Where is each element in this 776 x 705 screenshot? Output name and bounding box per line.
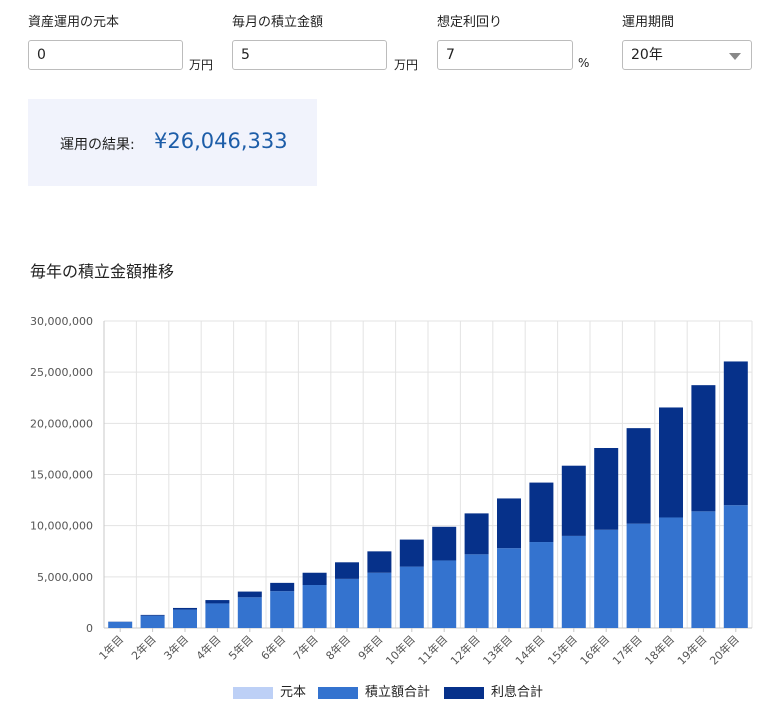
- bar-interest: [367, 551, 392, 573]
- y-tick-label: 30,000,000: [30, 315, 93, 328]
- x-tick-label: 15年目: [545, 632, 580, 667]
- period-label: 運用期間: [622, 15, 675, 30]
- y-tick-label: 15,000,000: [30, 469, 93, 482]
- bar-contributions: [173, 609, 197, 628]
- bar-interest: [140, 614, 165, 616]
- x-tick-label: 4年目: [193, 632, 223, 662]
- bar-interest: [302, 572, 327, 586]
- bar-interest: [659, 407, 683, 518]
- legend-swatch-principal: [233, 687, 273, 699]
- legend-label-principal: 元本: [280, 685, 307, 700]
- bar-interest: [626, 428, 651, 524]
- x-tick-label: 14年目: [512, 632, 547, 667]
- x-tick-label: 20年目: [707, 632, 742, 667]
- bar-interest: [561, 465, 586, 536]
- bar-interest: [205, 600, 230, 604]
- x-tick-label: 7年目: [290, 632, 320, 662]
- bar-interest: [237, 591, 262, 598]
- result-value: ¥26,046,333: [154, 129, 288, 153]
- bar-interest: [399, 539, 424, 567]
- bar-contributions: [659, 517, 683, 628]
- bar-interest: [529, 482, 554, 543]
- chart-title: 毎年の積立金額推移: [30, 262, 175, 281]
- result-panel: 運用の結果: ¥26,046,333: [28, 99, 317, 186]
- x-tick-label: 5年目: [226, 632, 256, 662]
- principal-input[interactable]: [28, 40, 183, 70]
- bar-contributions: [270, 591, 295, 628]
- bar-interest: [723, 361, 748, 506]
- principal-unit: 万円: [189, 58, 214, 72]
- rate-unit: %: [578, 56, 590, 70]
- y-tick-label: 5,000,000: [37, 571, 93, 584]
- bar-contributions: [691, 511, 716, 628]
- bar-contributions: [205, 603, 230, 628]
- bar-contributions: [335, 578, 359, 628]
- bar-contributions: [302, 585, 327, 628]
- x-tick-label: 10年目: [383, 632, 418, 667]
- bar-contributions: [497, 548, 521, 628]
- legend-label-interest: 利息合計: [491, 685, 544, 700]
- monthly-label: 毎月の積立金額: [232, 15, 324, 30]
- bar-interest: [594, 447, 619, 530]
- bar-interest: [173, 607, 197, 610]
- stacked-bar-chart: 0 5,000,000 10,000,000 15,000,000 20,000,000…: [30, 315, 753, 668]
- x-tick-label: 1年目: [96, 632, 126, 662]
- chart-legend: 元本 積立額合計 利息合計: [0, 684, 776, 702]
- bar-contributions: [367, 572, 392, 628]
- period-field: 運用期間 20年: [622, 14, 762, 70]
- bar-contributions: [140, 615, 165, 628]
- x-tick-label: 19年目: [674, 632, 709, 667]
- bar-interest: [464, 513, 489, 555]
- x-tick-label: 8年目: [323, 632, 353, 662]
- period-value: 20年: [631, 47, 663, 63]
- y-tick-label: 10,000,000: [30, 520, 93, 533]
- bar-contributions: [464, 554, 489, 628]
- legend-swatch-contributions: [318, 687, 358, 699]
- legend-label-contributions: 積立額合計: [365, 685, 431, 700]
- principal-label: 資産運用の元本: [28, 15, 120, 30]
- x-tick-label: 18年目: [642, 632, 677, 667]
- bar-interest: [691, 385, 716, 512]
- bar-contributions: [399, 566, 424, 628]
- bar-contributions: [108, 621, 133, 628]
- result-label: 運用の結果:: [60, 137, 135, 153]
- bar-interest: [497, 498, 521, 549]
- rate-label: 想定利回り: [437, 15, 503, 30]
- x-tick-label: 6年目: [258, 632, 288, 662]
- monthly-field: 毎月の積立金額 万円: [232, 14, 422, 72]
- y-tick-label: 20,000,000: [30, 417, 93, 430]
- bar-interest: [270, 582, 295, 592]
- y-tick-label: 25,000,000: [30, 366, 93, 379]
- x-tick-label: 3年目: [161, 632, 191, 662]
- principal-field: 資産運用の元本 万円: [28, 14, 218, 72]
- bar-contributions: [561, 535, 586, 628]
- bar-contributions: [594, 529, 619, 628]
- bar-contributions: [237, 597, 262, 628]
- x-tick-label: 11年目: [415, 632, 450, 667]
- bar-interest: [432, 526, 457, 561]
- x-tick-label: 12年目: [447, 632, 482, 667]
- period-select[interactable]: 20年: [622, 40, 752, 70]
- legend-swatch-interest: [444, 687, 484, 699]
- x-tick-label: 13年目: [480, 632, 515, 667]
- bar-contributions: [626, 523, 651, 628]
- rate-field: 想定利回り %: [437, 14, 597, 70]
- bar-interest: [335, 562, 359, 579]
- bar-contributions: [723, 505, 748, 628]
- y-tick-label: 0: [86, 622, 93, 635]
- monthly-unit: 万円: [394, 58, 419, 72]
- x-tick-label: 16年目: [577, 632, 612, 667]
- x-tick-label: 17年目: [609, 632, 644, 667]
- bar-contributions: [529, 542, 554, 628]
- rate-input[interactable]: [437, 40, 573, 70]
- monthly-input[interactable]: [232, 40, 387, 70]
- x-tick-label: 9年目: [355, 632, 385, 662]
- chevron-down-icon: [729, 53, 741, 60]
- bar-contributions: [432, 560, 457, 628]
- x-tick-label: 2年目: [128, 632, 158, 662]
